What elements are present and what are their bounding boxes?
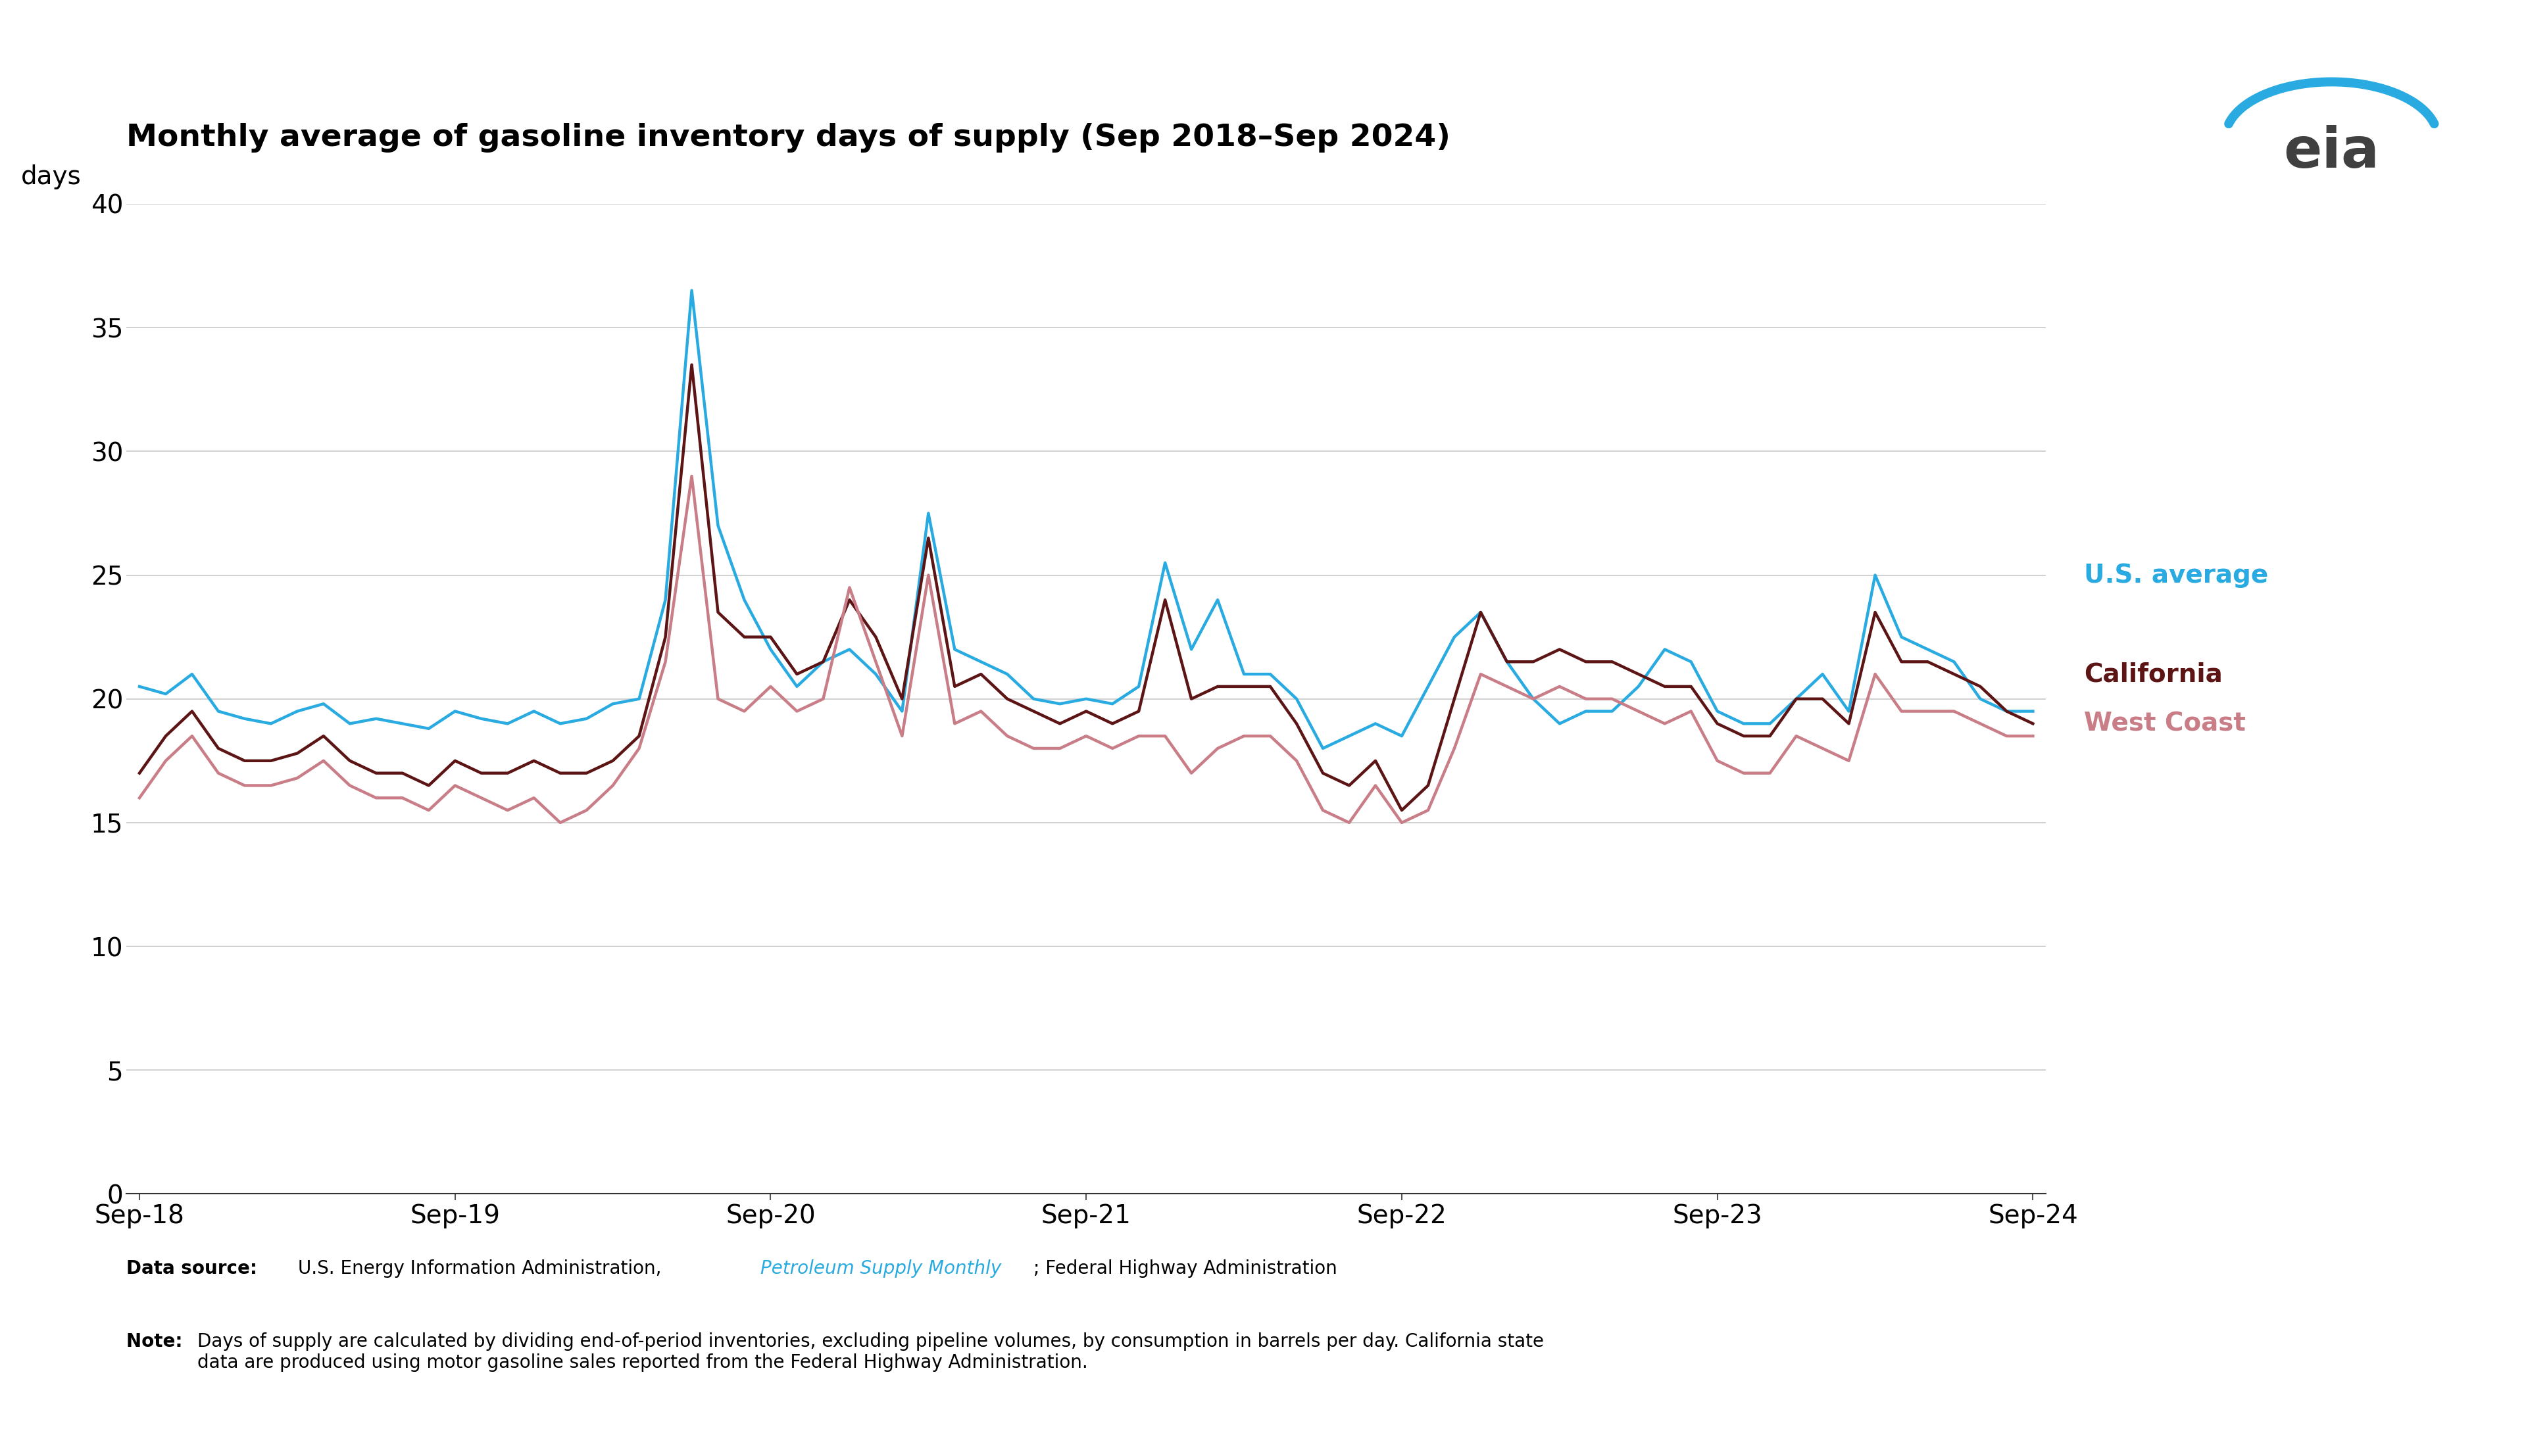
Text: Days of supply are calculated by dividing end-of-period inventories, excluding p: Days of supply are calculated by dividin… (197, 1332, 1543, 1372)
Text: U.S. Energy Information Administration,: U.S. Energy Information Administration, (298, 1259, 667, 1278)
Text: ; Federal Highway Administration: ; Federal Highway Administration (1033, 1259, 1336, 1278)
Text: Note:: Note: (126, 1332, 189, 1351)
Text: U.S. average: U.S. average (2084, 562, 2268, 588)
Text: Data source:: Data source: (126, 1259, 263, 1278)
Text: California: California (2084, 661, 2223, 687)
Text: eia: eia (2284, 125, 2379, 179)
Text: West Coast: West Coast (2084, 711, 2246, 737)
Text: Petroleum Supply Monthly: Petroleum Supply Monthly (760, 1259, 1000, 1278)
Text: days: days (20, 165, 81, 189)
Text: Monthly average of gasoline inventory days of supply (Sep 2018–Sep 2024): Monthly average of gasoline inventory da… (126, 124, 1450, 153)
